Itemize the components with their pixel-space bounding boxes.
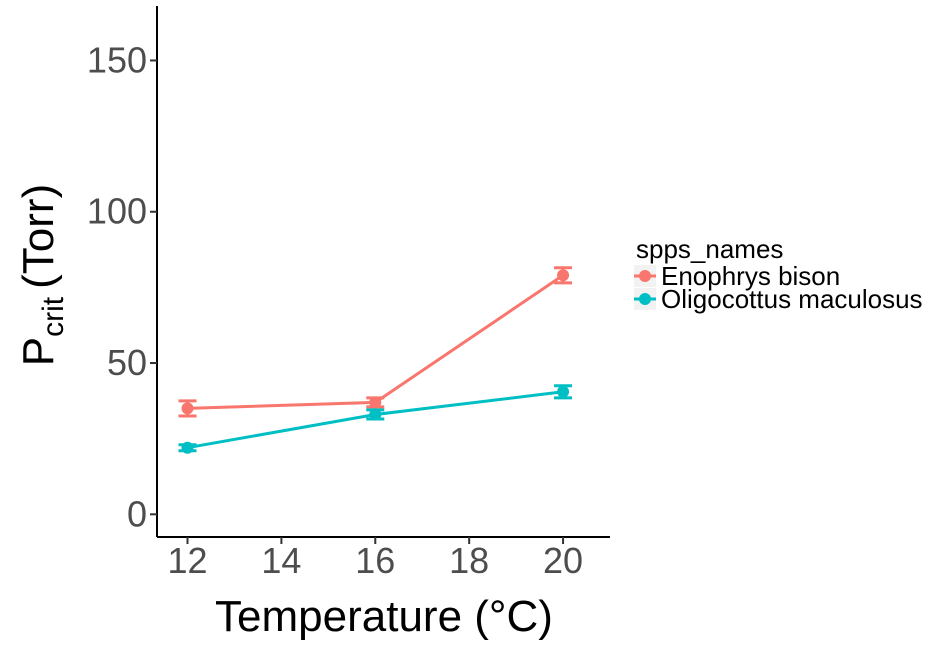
svg-text:Pcrit(Torr): Pcrit (Torr) — [14, 184, 70, 366]
x-tick-label-0: 12 — [167, 540, 207, 581]
legend-title: spps_names — [636, 234, 783, 264]
y-tick-label-2: 100 — [87, 191, 147, 232]
data-point-0-1 — [369, 396, 382, 409]
x-tick-label-1: 14 — [261, 540, 301, 581]
data-point-0-0 — [181, 402, 194, 415]
axes-layer: 12 14 16 18 20 0 50 100 150 — [87, 6, 610, 581]
series-line-0 — [187, 274, 564, 410]
data-point-1-1 — [369, 408, 382, 421]
x-axis-title: Temperature (°C) — [215, 592, 553, 641]
legend-label-1: Oligocottus maculosus — [661, 284, 923, 314]
y-tick-label-0: 0 — [127, 493, 147, 534]
plot-layer — [178, 266, 573, 454]
data-point-1-0 — [181, 441, 194, 454]
x-tick-label-3: 18 — [449, 540, 489, 581]
legend-label-0: Enophrys bison — [661, 261, 840, 291]
y-axis-title: Pcrit (Torr) — [14, 184, 70, 366]
y-axis-title-main: P — [14, 337, 63, 366]
x-tick-label-4: 20 — [543, 540, 583, 581]
legend-key-point-0 — [639, 270, 651, 282]
x-tick-label-2: 16 — [355, 540, 395, 581]
y-axis-title-unit: (Torr) — [14, 184, 63, 289]
data-point-0-2 — [557, 269, 570, 282]
y-axis-title-sub: crit — [37, 296, 70, 337]
legend-key-point-1 — [639, 293, 651, 305]
data-point-1-2 — [557, 385, 570, 398]
y-tick-label-1: 50 — [107, 342, 147, 383]
y-tick-label-3: 150 — [87, 39, 147, 80]
